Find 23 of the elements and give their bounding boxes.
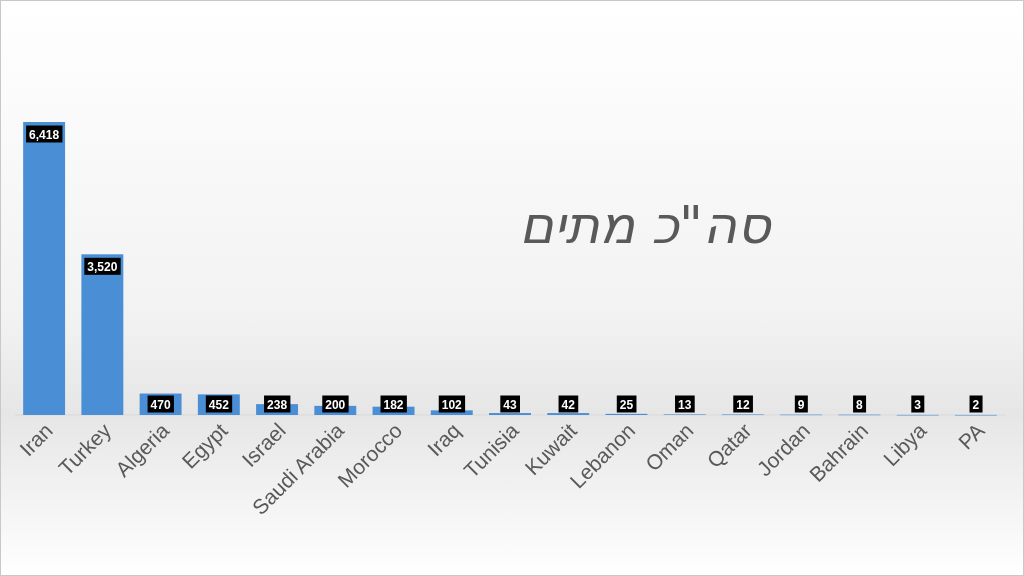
data-label: 470 [150, 397, 171, 412]
data-label: 2 [972, 397, 980, 412]
data-label: 6,418 [29, 127, 60, 142]
data-label: 9 [797, 397, 805, 412]
text: סה"כ מתים [519, 195, 773, 255]
x-tick-label: Iraq [422, 418, 465, 461]
data-label: 3,520 [87, 259, 118, 274]
data-label: 13 [678, 397, 692, 412]
data-label: 43 [503, 397, 517, 412]
x-tick-label: Iran [15, 418, 57, 461]
data-label: 452 [208, 397, 230, 412]
data-label: 42 [561, 397, 576, 412]
data-label: 238 [267, 397, 288, 412]
x-tick-label: PA [953, 418, 989, 454]
data-label: 102 [441, 397, 463, 412]
data-label: 12 [736, 397, 750, 412]
data-label: 200 [325, 397, 346, 412]
data-label: 182 [383, 397, 404, 412]
data-label: 8 [856, 397, 864, 412]
bar [81, 254, 124, 415]
bar [23, 122, 66, 415]
data-label: 3 [914, 397, 922, 412]
data-label: 25 [619, 397, 634, 412]
